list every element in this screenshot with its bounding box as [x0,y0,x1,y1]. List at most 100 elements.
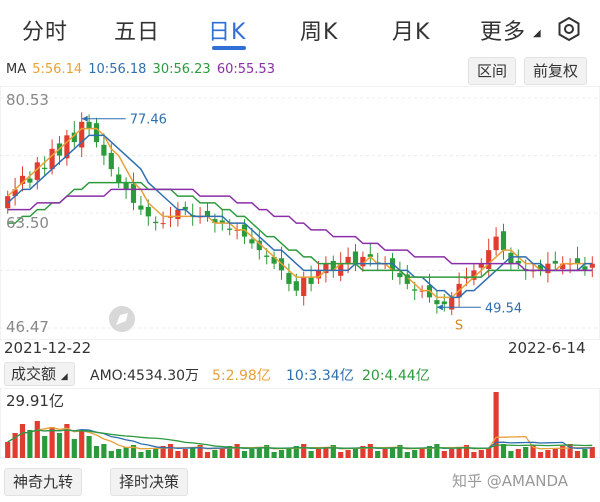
dropdown-arrow-icon: ◢ [60,372,68,382]
candle-body [86,121,92,129]
volume-bar [56,433,63,458]
candle-body [500,231,507,251]
volume-bar [49,427,55,458]
candle-body [367,254,373,257]
candle-body [508,252,514,264]
candle-body [286,273,292,284]
candle-body [19,175,26,184]
volume-type-selector[interactable]: 成交额 ◢ [4,362,75,386]
tab-weekly-k[interactable]: 周K [300,20,339,45]
ma60-line [7,188,593,272]
candle-body [545,263,551,274]
candle-body [130,183,137,203]
volume-bar [167,444,174,458]
volume-bar [515,449,521,458]
date-end: 2022-6-14 [508,339,586,357]
tab-more[interactable]: 更多 [480,20,527,45]
volume-bar [582,449,588,458]
active-tab-indicator [212,46,246,50]
candle-body [471,270,477,280]
volume-bar [264,445,270,458]
candle-body [219,220,225,224]
volume-bar [456,447,462,458]
volume-bar [389,447,396,458]
volume-bar [441,451,447,458]
volume-bar [493,392,499,458]
ma30-line [7,181,593,278]
candle-body [352,251,359,264]
candle-body [486,250,492,270]
volume-bar [27,430,33,458]
settings-icon[interactable] [556,16,582,42]
volume-bar [64,424,70,458]
candle-body [116,174,122,183]
volume-bar [197,445,203,458]
price-axis-mid: 63.50 [6,214,49,232]
volume-bar [560,446,566,458]
volume-bar [315,449,322,458]
interval-button[interactable]: 区间 [468,57,517,85]
volume-chart[interactable] [0,388,600,458]
volume-bar [212,450,218,458]
volume-bar [382,449,388,458]
amo-value: AMO:4534.30万 [90,368,200,384]
volume-bar [426,446,433,458]
volume-bar [278,450,285,458]
candle-body [93,123,100,143]
candle-body [27,178,33,183]
candle-body [264,255,270,257]
candle-body [175,209,181,220]
volume-bar [574,451,581,458]
volume-bar [330,445,336,458]
volume-bar [545,450,551,458]
volume-axis-max: 29.91亿 [6,392,64,410]
candle-body [434,300,440,305]
candle-body [330,260,336,271]
volume-bar [5,442,11,458]
candle-body [293,281,299,291]
volume-label: 成交额 [11,365,57,383]
candle-body [64,135,70,159]
timing-decision-button[interactable]: 择时决策 [110,468,189,496]
vol10-value: 10:3.34亿 [286,368,354,384]
volume-bar [478,450,484,458]
tab-monthly-k[interactable]: 月K [392,20,431,45]
volume-bar [375,451,381,458]
tab-daily-k[interactable]: 日K [208,20,247,45]
volume-bar [108,451,114,458]
volume-bar [530,445,536,458]
volume-bar [500,444,507,458]
candle-body [145,206,151,217]
volume-bar [397,445,403,458]
volume-bar [160,446,166,458]
candle-body [71,132,77,143]
candle-body [308,277,314,284]
adjust-button[interactable]: 前复权 [524,57,588,85]
candle-body [589,263,595,268]
volume-bar [308,451,314,458]
volume-bar [301,444,307,458]
candle-body [12,189,18,197]
volume-bar [204,452,211,458]
magic-nine-button[interactable]: 神奇九转 [4,468,83,496]
candle-body [34,162,40,180]
volume-bar [271,452,277,458]
candlestick-chart[interactable]: 77.46 49.54 S [0,86,600,340]
volume-legend: 成交额 ◢ AMO:4534.30万 5:2.98亿 10:3.34亿 20:4… [0,360,600,386]
ma5-value: 5:56.14 [32,62,83,77]
tab-intraday[interactable]: 分时 [22,20,69,45]
volume-bar [523,447,529,458]
period-tabs: 分时 五日 日K 周K 月K 更多 ◢ [0,0,600,56]
high-arrow-icon [81,115,88,122]
tab-five-day[interactable]: 五日 [114,20,161,45]
candle-body [42,167,48,170]
signal-label: S [455,318,463,333]
price-axis-top: 80.53 [6,91,49,109]
candle-body [123,182,129,190]
volume-bar [352,448,359,458]
watermark: 知乎 @AMANDA [452,472,569,490]
candle-body [560,263,566,270]
ma-prefix: MA [6,62,27,77]
volume-bar [486,448,492,458]
price-axis-bottom: 46.47 [6,318,49,336]
